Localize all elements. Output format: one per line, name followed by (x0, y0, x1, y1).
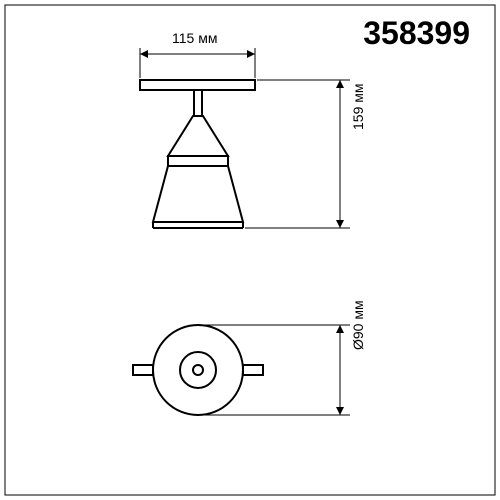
width-arrow-left (140, 50, 148, 58)
center-band (168, 156, 228, 166)
width-label: 115 мм (172, 30, 217, 46)
dia-arrow-top (336, 325, 344, 333)
dia-arrow-bot (336, 407, 344, 415)
height-label: 159 мм (350, 84, 366, 131)
left-tab (133, 365, 153, 375)
diagram-container: 358399 (0, 0, 500, 500)
stem (194, 90, 202, 116)
diameter-label: Ø90 мм (350, 300, 366, 350)
upper-cone (168, 116, 228, 156)
center-circle (193, 365, 203, 375)
width-arrow-right (247, 50, 255, 58)
technical-drawing-svg (0, 0, 500, 500)
height-arrow-bot (336, 220, 344, 228)
right-tab (243, 365, 263, 375)
mounting-plate (140, 80, 255, 90)
height-arrow-top (336, 80, 344, 88)
lower-cone (153, 166, 243, 222)
inner-circle (180, 352, 216, 388)
drawing-border (5, 5, 495, 495)
outer-circle (153, 325, 243, 415)
